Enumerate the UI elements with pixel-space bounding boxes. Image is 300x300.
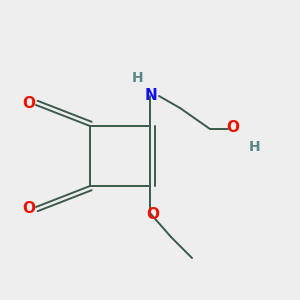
Text: H: H: [132, 71, 144, 85]
Text: N: N: [145, 88, 158, 104]
Text: O: O: [22, 201, 35, 216]
Text: O: O: [226, 120, 239, 135]
Text: O: O: [22, 96, 35, 111]
Text: H: H: [249, 140, 261, 154]
Text: O: O: [146, 207, 160, 222]
